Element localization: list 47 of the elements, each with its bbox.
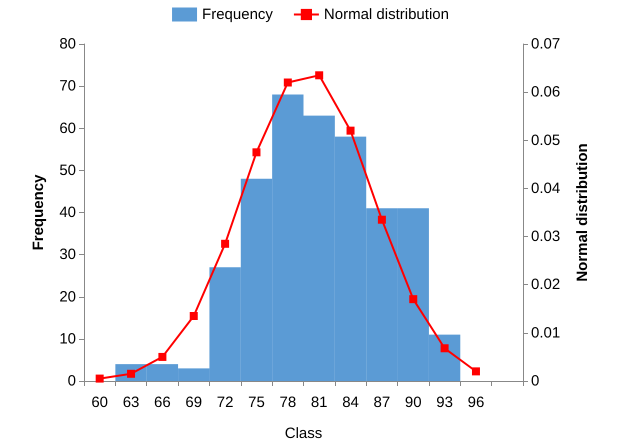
y2-tick-label: 0.07 [531,36,560,52]
point [472,367,480,376]
point [190,312,198,320]
y2-axis-title: Normal distribution [574,143,591,282]
y2-tick-label: 0 [531,372,540,390]
x-tick-label: 69 [185,394,202,411]
x-tick-label: 78 [279,394,296,411]
point [346,126,355,135]
x-tick-label: 66 [154,394,171,411]
x-tick-label: 81 [310,394,328,411]
y-tick-label: 50 [59,162,76,179]
y-tick-label: 30 [59,246,76,264]
y2-tick-label: 0.02 [531,276,560,294]
y-axis-title: Frequency [30,174,47,250]
x-tick-label: 84 [342,394,359,411]
x-tick-label: 96 [468,394,484,411]
legend-label: Normal distribution [324,6,449,23]
y2-tick-label: 0.01 [531,324,560,342]
y-tick-label: 0 [68,372,76,390]
x-tick-label: 63 [122,394,140,411]
x-tick-label: 60 [91,394,108,411]
y2-tick-label: 0.06 [531,84,560,101]
y-tick-label: 10 [59,330,76,348]
point [221,240,230,248]
point [284,78,292,87]
x-tick-label: 87 [374,394,390,411]
point [252,148,260,156]
y-tick-label: 70 [59,78,76,95]
point [440,344,449,352]
x-tick-label: 72 [216,394,234,411]
point [158,352,166,361]
y-tick-label: 40 [59,204,76,221]
point [315,71,324,80]
x-tick-label: 93 [436,394,453,411]
y2-tick-label: 0.04 [531,180,560,197]
x-tick-label: 75 [248,394,265,411]
x-axis-title: Class [284,425,322,442]
point [96,374,104,383]
y-tick-label: 20 [59,288,76,306]
y2-tick-label: 0.03 [531,228,560,246]
y-tick-label: 80 [59,36,76,52]
x-tick-label: 90 [404,394,422,411]
point [409,295,418,304]
y2-tick-label: 0.05 [531,132,560,149]
legend-label: Frequency [202,6,274,23]
y-tick-label: 60 [59,120,76,137]
point [378,216,386,224]
